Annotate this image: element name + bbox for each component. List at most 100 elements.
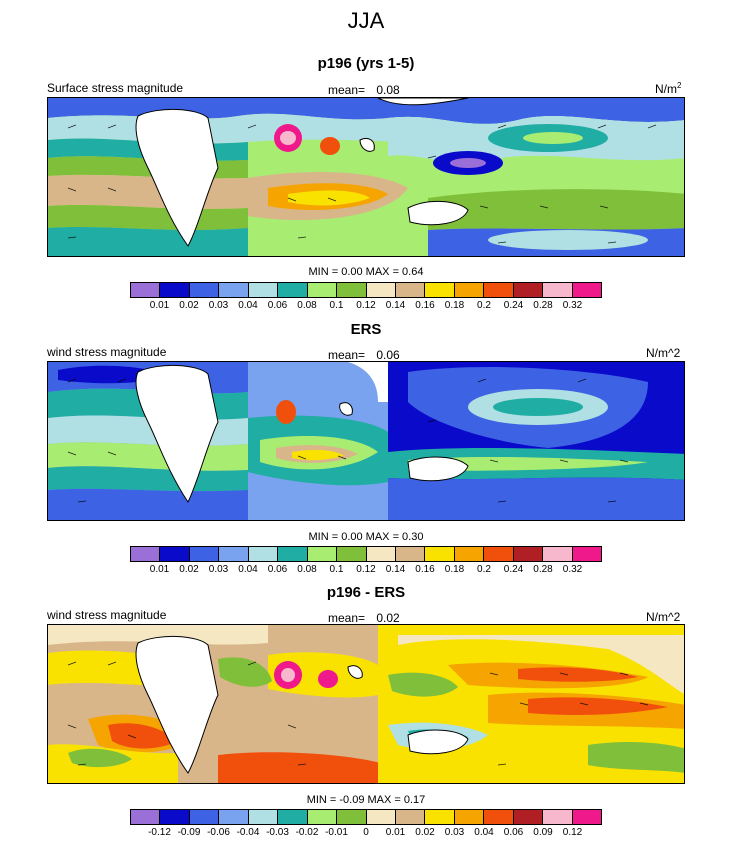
colorbar-swatch: [219, 547, 249, 561]
colorbar-tick-label: 0.14: [385, 564, 406, 575]
colorbar-tick-label: 0.03: [208, 564, 229, 575]
colorbar-tick-label: 0.32: [562, 564, 583, 575]
colorbar-swatch: [248, 547, 279, 561]
colorbar-swatch: [513, 283, 544, 297]
colorbar-tick-label: 0.01: [385, 827, 406, 838]
colorbar-tick-label: 0.18: [444, 564, 465, 575]
panel-2-stats: MIN = 0.00 MAX = 0.30: [308, 531, 424, 543]
colorbar-swatch: [131, 810, 161, 824]
panel-1-mean-value: 0.08: [376, 83, 400, 97]
colorbar-tick-label: 0: [363, 827, 369, 838]
colorbar-tick-label: 0.01: [149, 564, 170, 575]
panel-3-colorbar-labels: -0.12 -0.09 -0.06 -0.04 -0.03 -0.02 -0.01 0 0.01…: [0, 827, 732, 841]
panel-3-variable-label: wind stress magnitude: [47, 608, 167, 622]
colorbar-swatch: [189, 283, 220, 297]
panel-2-mean-label: mean=: [328, 348, 366, 362]
colorbar-swatch: [484, 283, 514, 297]
colorbar-swatch: [572, 547, 601, 561]
colorbar-swatch: [543, 810, 573, 824]
colorbar-swatch: [160, 547, 190, 561]
panel-1-title: p196 (yrs 1-5): [317, 55, 415, 72]
panel-2-map: [47, 361, 685, 521]
colorbar-swatch: [454, 283, 485, 297]
colorbar-swatch: [248, 283, 279, 297]
colorbar-tick-label: 0.03: [208, 300, 229, 311]
colorbar-tick-label: 0.16: [415, 300, 435, 311]
colorbar-tick-label: 0.1: [329, 564, 344, 575]
colorbar-swatch: [160, 283, 190, 297]
colorbar-tick-label: 0.28: [533, 564, 553, 575]
colorbar-swatch: [572, 810, 601, 824]
panel-3-field: [48, 625, 684, 783]
colorbar-tick-label: 0.06: [503, 827, 524, 838]
panel-3-mean: mean= 0.02: [328, 611, 400, 625]
colorbar-swatch: [131, 283, 161, 297]
panel-1-units: N/m2: [655, 81, 681, 96]
colorbar-tick-label: 0.01: [149, 300, 170, 311]
panel-2-mean: mean= 0.06: [328, 348, 400, 362]
colorbar-tick-label: 0.09: [533, 827, 553, 838]
panel-2-mean-value: 0.06: [376, 348, 400, 362]
colorbar-tick-label: -0.04: [236, 827, 260, 838]
colorbar-swatch: [395, 547, 426, 561]
panel-3-title: p196 - ERS: [326, 584, 406, 601]
colorbar-swatch: [219, 810, 249, 824]
panel-2-variable-label: wind stress magnitude: [47, 345, 167, 359]
colorbar-tick-label: 0.16: [415, 564, 435, 575]
colorbar-tick-label: -0.02: [295, 827, 319, 838]
colorbar-swatch: [484, 810, 514, 824]
colorbar-swatch: [513, 810, 544, 824]
colorbar-tick-label: 0.04: [238, 564, 258, 575]
colorbar-swatch: [278, 810, 308, 824]
colorbar-swatch: [278, 547, 308, 561]
colorbar-swatch: [425, 283, 455, 297]
colorbar-swatch: [337, 547, 367, 561]
colorbar-swatch: [337, 283, 367, 297]
panel-1-variable-label: Surface stress magnitude: [47, 81, 184, 95]
colorbar-swatch: [248, 810, 279, 824]
colorbar-swatch: [543, 547, 573, 561]
panel-3-stats: MIN = -0.09 MAX = 0.17: [306, 794, 426, 806]
panel-1-stats: MIN = 0.00 MAX = 0.64: [308, 266, 424, 278]
colorbar-swatch: [337, 810, 367, 824]
panel-1-map: [47, 97, 685, 257]
colorbar-tick-label: 0.03: [444, 827, 465, 838]
colorbar-swatch: [425, 547, 455, 561]
colorbar-tick-label: 0.18: [444, 300, 465, 311]
colorbar-tick-label: -0.03: [266, 827, 289, 838]
colorbar-swatch: [395, 283, 426, 297]
colorbar-tick-label: -0.12: [148, 827, 171, 838]
colorbar-tick-label: 0.28: [533, 300, 553, 311]
panel-2-title: ERS: [350, 321, 382, 338]
colorbar-tick-label: 0.2: [477, 300, 491, 311]
figure-title: JJA: [347, 8, 385, 33]
colorbar-tick-label: 0.32: [562, 300, 583, 311]
colorbar-swatch: [307, 810, 338, 824]
colorbar-swatch: [189, 810, 220, 824]
colorbar-tick-label: 0.08: [297, 564, 317, 575]
colorbar-swatch: [366, 283, 396, 297]
panel-2-units-base: N/m^2: [646, 346, 681, 360]
panel-1-units-sup: 2: [677, 81, 682, 90]
panel-2-colorbar-labels: 0.01 0.02 0.03 0.04 0.06 0.08 0.1 0.12 0.14 0.16 0…: [0, 564, 732, 578]
panel-2-field: [48, 362, 684, 520]
colorbar-tick-label: 0.06: [267, 300, 288, 311]
panel-2-colorbar: [130, 546, 602, 562]
panel-1-colorbar: [130, 282, 602, 298]
colorbar-swatch: [189, 547, 220, 561]
colorbar-tick-label: -0.06: [207, 827, 230, 838]
colorbar-tick-label: 0.04: [474, 827, 494, 838]
colorbar-swatch: [307, 283, 338, 297]
colorbar-tick-label: 0.02: [179, 300, 199, 311]
panel-3-mean-label: mean=: [328, 611, 366, 625]
colorbar-tick-label: 0.24: [503, 300, 524, 311]
colorbar-tick-label: 0.1: [329, 300, 344, 311]
colorbar-tick-label: 0.2: [477, 564, 491, 575]
colorbar-tick-label: -0.01: [325, 827, 348, 838]
panel-1-mean: mean= 0.08: [328, 83, 400, 97]
colorbar-tick-label: -0.09: [177, 827, 201, 838]
colorbar-tick-label: 0.12: [356, 564, 376, 575]
colorbar-swatch: [395, 810, 426, 824]
colorbar-tick-label: 0.24: [503, 564, 524, 575]
colorbar-tick-label: 0.08: [297, 300, 317, 311]
